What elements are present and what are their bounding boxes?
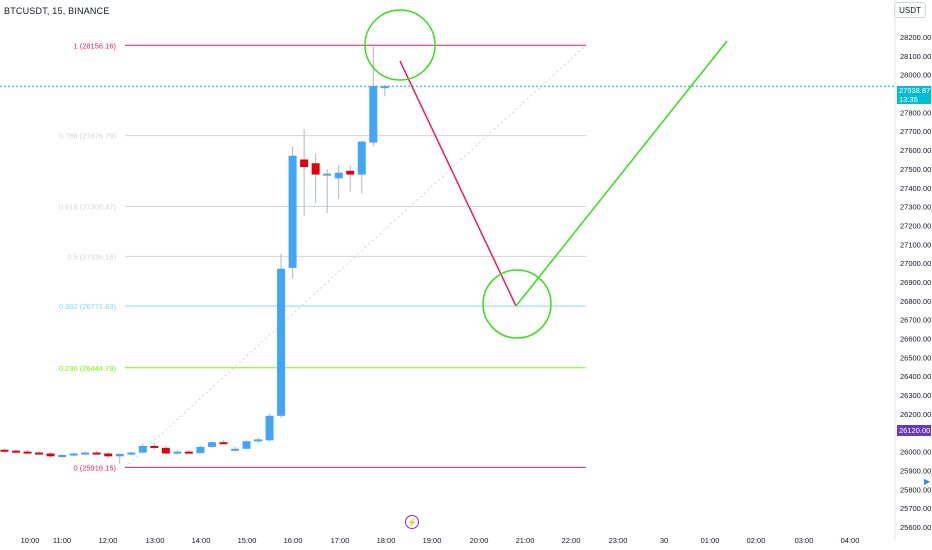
candle-body	[219, 442, 228, 445]
time-tick: 19:00	[423, 536, 442, 545]
price-tick: 26700.00	[900, 316, 931, 325]
time-tick: 11:00	[53, 536, 71, 545]
price-tick: 26500.00	[900, 353, 931, 362]
time-tick: 20:00	[470, 536, 489, 545]
price-tick: 26600.00	[900, 335, 931, 344]
time-tick: 17:00	[331, 536, 350, 545]
price-tick: 28200.00	[900, 33, 931, 42]
candle-body	[265, 415, 274, 441]
time-tick: 10:00	[21, 536, 40, 545]
candle-body	[311, 163, 320, 175]
price-tick: 25900.00	[900, 466, 931, 475]
candle-body	[254, 439, 263, 442]
time-tick: 01:00	[701, 536, 720, 545]
time-tick: 21:00	[516, 536, 535, 545]
fib-trend-line	[124, 44, 587, 468]
price-tick: 26900.00	[900, 278, 931, 287]
price-tick: 26200.00	[900, 410, 931, 419]
candle-body	[196, 446, 205, 454]
candle-body	[138, 445, 147, 453]
fib-level-label: 0.5 (27036.15)	[67, 252, 116, 261]
price-tick: 27800.00	[900, 108, 931, 117]
price-tick: 27200.00	[900, 221, 931, 230]
candle-body	[369, 86, 378, 143]
candle-body	[58, 455, 67, 458]
candle-body	[69, 453, 78, 456]
candle-body	[127, 452, 136, 455]
price-tick: 26400.00	[900, 372, 931, 381]
candle-body	[150, 445, 159, 448]
current-price-value: 27938.87	[899, 86, 931, 95]
time-tick: 14:00	[192, 536, 211, 545]
current-price-label: 27938.87 13:35	[897, 86, 931, 104]
candle-body	[346, 170, 355, 175]
price-tick: 27400.00	[900, 184, 931, 193]
price-tick: 25700.00	[900, 504, 931, 513]
candle-body	[334, 172, 343, 179]
candle-body	[173, 451, 182, 454]
price-tick: 27500.00	[900, 165, 931, 174]
candle-body	[81, 452, 90, 455]
time-tick: 22:00	[562, 536, 581, 545]
price-tick: 26800.00	[900, 297, 931, 306]
candle-body	[300, 159, 309, 168]
candle-body	[0, 449, 9, 452]
fib-level-label: 0.382 (26771.83)	[59, 302, 117, 311]
symbol-title[interactable]: BTCUSDT, 15, BINANCE	[4, 6, 110, 16]
price-tick: 27700.00	[900, 127, 931, 136]
time-tick: 15:00	[238, 536, 257, 545]
time-tick: 13:00	[146, 536, 165, 545]
price-tick: 26000.00	[900, 448, 931, 457]
candle-body	[184, 451, 193, 454]
candle-body	[242, 441, 251, 449]
marker-price-label: 26120.00	[897, 425, 931, 436]
target-circle	[482, 269, 552, 339]
time-tick: 16:00	[284, 536, 303, 545]
candle-body	[35, 452, 44, 455]
time-tick: 03:00	[795, 536, 814, 545]
time-tick: 18:00	[377, 536, 396, 545]
price-tick: 27300.00	[900, 203, 931, 212]
projection-up-line	[515, 40, 728, 307]
price-tick: 25800.00	[900, 485, 931, 494]
candle-body	[92, 452, 101, 455]
projection-down-line	[399, 60, 517, 307]
swing-high-circle	[364, 9, 436, 81]
candle-body	[207, 442, 216, 447]
time-tick: 02:00	[747, 536, 766, 545]
price-tick: 28000.00	[900, 71, 931, 80]
time-tick: 04:00	[841, 536, 860, 545]
candle-body	[323, 173, 332, 176]
candle-body	[12, 450, 20, 453]
candle-body	[23, 451, 32, 454]
candle-body	[357, 141, 366, 175]
candle-body	[46, 453, 55, 457]
candle-body	[230, 448, 239, 451]
candle-body	[104, 453, 113, 457]
candle-body	[380, 86, 389, 89]
price-tick: 27000.00	[900, 259, 931, 268]
price-tick: 27100.00	[900, 240, 931, 249]
fib-level-label: 1 (28156.16)	[73, 41, 116, 50]
price-tick: 25600.00	[900, 523, 931, 532]
scroll-right-icon[interactable]: ▶	[924, 477, 931, 486]
time-tick: 30	[660, 536, 668, 545]
flash-icon[interactable]: ⚡	[405, 515, 419, 529]
candle-body	[288, 155, 297, 268]
price-tick: 27600.00	[900, 146, 931, 155]
candle-countdown: 13:35	[899, 95, 918, 104]
time-tick: 12:00	[99, 536, 118, 545]
candle-body	[161, 447, 170, 454]
fib-level-label: 0.786 (27676.79)	[59, 132, 117, 141]
price-tick: 28100.00	[900, 52, 931, 61]
fib-level-label: 0.618 (27300.47)	[59, 203, 117, 212]
fib-level-label: 0 (25916.15)	[73, 463, 116, 472]
price-tick: 26300.00	[900, 391, 931, 400]
candle-body	[277, 268, 286, 416]
time-tick: 23:00	[609, 536, 628, 545]
candle-body	[115, 453, 124, 457]
fib-level-label: 0.236 (26444.79)	[59, 364, 117, 373]
